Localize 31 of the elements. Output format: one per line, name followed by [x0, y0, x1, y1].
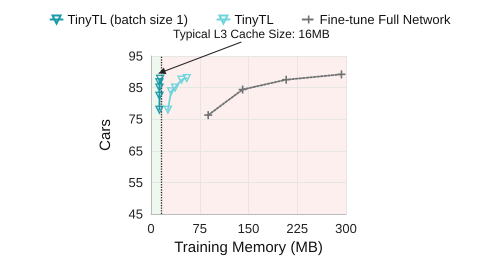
point [155, 78, 164, 86]
point [167, 87, 176, 96]
y-tick-label: 45 [128, 206, 143, 222]
annotation: Typical L3 Cache Size: 16MB [173, 27, 330, 41]
point [170, 83, 180, 92]
legend-label: TinyTL (batch size 1) [68, 12, 188, 27]
point [155, 106, 164, 114]
y-tick-label: 75 [128, 112, 143, 127]
point [155, 92, 164, 100]
x-tick-label: 150 [238, 221, 260, 236]
legend-label: Fine-tune Full Network [320, 12, 451, 27]
x-tick-label: 225 [286, 221, 308, 236]
legend-label: TinyTL [234, 12, 274, 27]
point [164, 106, 172, 114]
y-tick-label: 85 [128, 80, 143, 96]
y-tick-label: 55 [128, 174, 143, 190]
x-tick-label: 0 [147, 221, 155, 236]
x-tick-label: 300 [335, 221, 357, 236]
point [337, 70, 346, 78]
y-tick-label: 65 [128, 143, 143, 158]
point [238, 85, 247, 94]
point [182, 74, 191, 82]
x-axis-title: Training Memory (MB) [174, 238, 323, 256]
point [204, 111, 212, 120]
point [156, 74, 164, 83]
x-tick-label: 75 [192, 221, 207, 236]
y-axis-title: Cars [97, 119, 114, 151]
point [282, 76, 290, 84]
y-tick-label: 95 [128, 48, 143, 64]
point [155, 83, 164, 92]
point [177, 76, 186, 84]
